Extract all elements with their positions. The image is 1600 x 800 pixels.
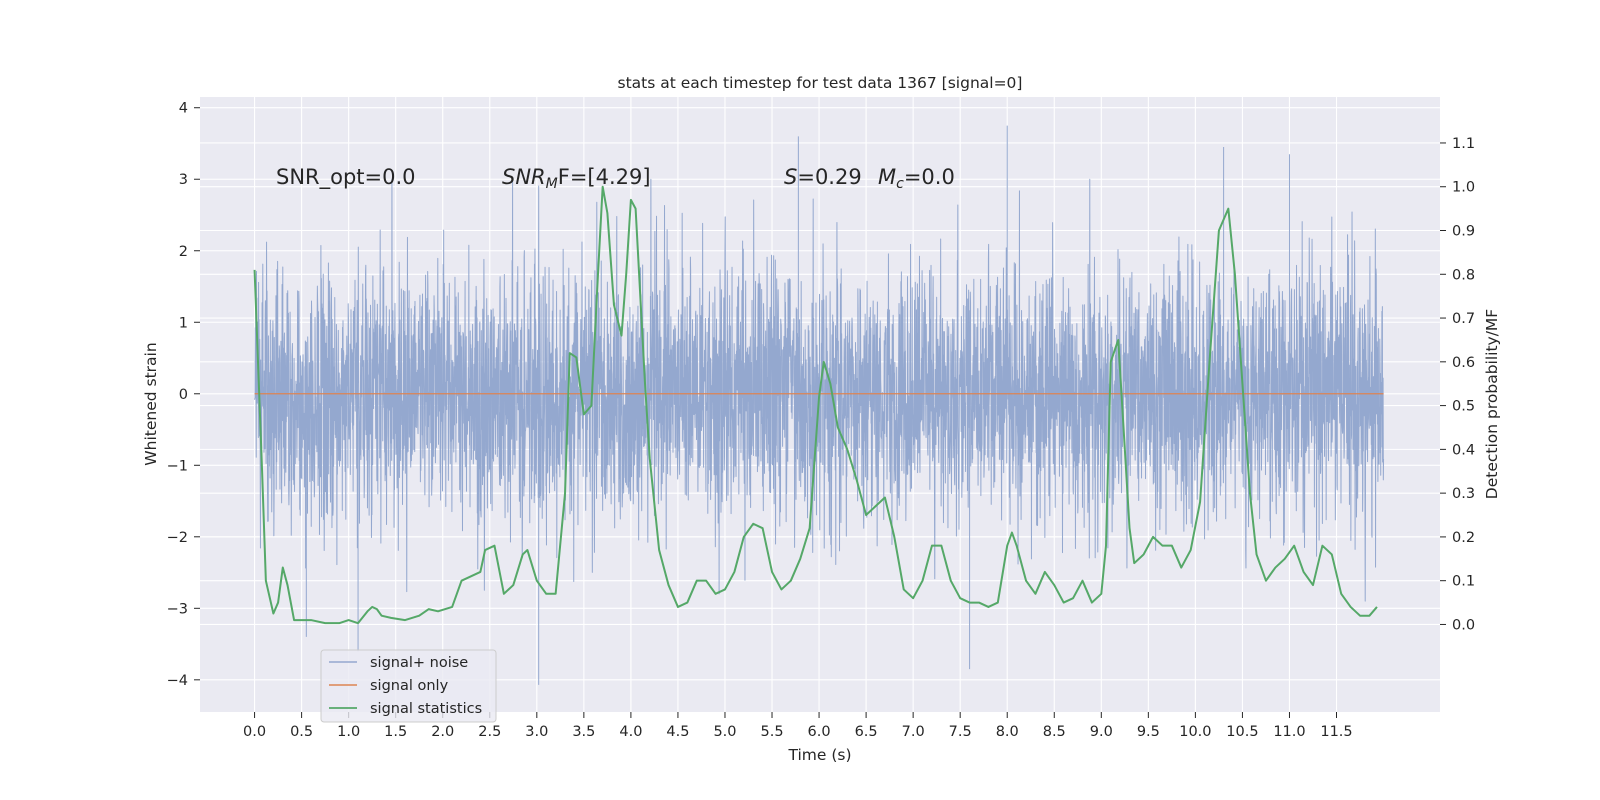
- y2-tick-label: 0.9: [1452, 224, 1475, 240]
- annotation-s-label: S: [784, 165, 797, 189]
- y2-tick-label: 0.1: [1452, 574, 1475, 590]
- legend-label-statistics: signal statistics: [370, 701, 482, 717]
- x-tick-label: 7.0: [902, 724, 925, 740]
- x-tick-label: 9.5: [1137, 724, 1160, 740]
- x-tick-label: 5.0: [713, 724, 736, 740]
- y2-tick-label: 1.1: [1452, 136, 1475, 152]
- annotation-s: S=0.29: [784, 165, 862, 189]
- y2-tick-label: 0.8: [1452, 267, 1475, 283]
- annotation-s-value: =0.29: [797, 165, 861, 189]
- x-tick-label: 3.0: [525, 724, 548, 740]
- y2-tick-label: 0.2: [1452, 530, 1475, 546]
- x-tick-label: 3.5: [572, 724, 595, 740]
- x-tick-label: 10.0: [1179, 724, 1211, 740]
- y2-axis-label: Detection probability/MF: [1483, 309, 1501, 500]
- x-tick-label: 1.5: [384, 724, 407, 740]
- x-tick-label: 0.5: [290, 724, 313, 740]
- annotation-mc-value: =0.0: [904, 165, 955, 189]
- y-tick-label: 1: [179, 315, 188, 331]
- x-tick-label: 6.0: [808, 724, 831, 740]
- y-tick-label: −2: [167, 530, 188, 546]
- y2-tick-label: 1.0: [1452, 180, 1475, 196]
- annotation-snr-mf-rest: F=[4.29]: [558, 165, 651, 189]
- annotation-snr-opt: SNR_opt=0.0: [276, 165, 416, 190]
- y-tick-label: −1: [167, 458, 188, 474]
- statistics-line: [253, 185, 1378, 625]
- x-tick-label: 1.0: [337, 724, 360, 740]
- x-tick-label: 6.5: [855, 724, 878, 740]
- y2-tick-label: 0.3: [1452, 486, 1475, 502]
- annotation-mc: Mc=0.0: [878, 165, 955, 192]
- x-tick-label: 5.5: [760, 724, 783, 740]
- y-tick-label: 4: [179, 101, 188, 117]
- x-tick-label: 0.0: [243, 724, 266, 740]
- y-tick-label: 0: [179, 387, 188, 403]
- chart-title: stats at each timestep for test data 136…: [618, 74, 1023, 92]
- y-tick-label: −3: [167, 601, 188, 617]
- noise-series: [254, 125, 1385, 685]
- x-tick-label: 2.0: [431, 724, 454, 740]
- x-tick-label: 8.5: [1043, 724, 1066, 740]
- noise-trace: [254, 125, 1385, 685]
- legend: signal+ noise signal only signal statist…: [320, 649, 497, 723]
- legend-label-noise: signal+ noise: [370, 655, 468, 671]
- statistics-series: [253, 185, 1378, 625]
- y-tick-label: 3: [179, 172, 188, 188]
- annotation-snr-mf-main: SNR: [502, 165, 546, 189]
- x-axis-ticks: 0.0 0.5 1.0 1.5 2.0 2.5 3.0 3.5 4.0 4.5 5.0 5.5 6.0 6…: [243, 712, 1353, 740]
- y-axis-ticks: −4 −3 −2 −1 0 1 2 3 4: [167, 101, 200, 689]
- x-tick-label: 4.5: [666, 724, 689, 740]
- x-tick-label: 4.0: [619, 724, 642, 740]
- y2-tick-label: 0.5: [1452, 399, 1475, 415]
- y-axis-label: Whitened strain: [142, 342, 160, 465]
- x-tick-label: 8.0: [996, 724, 1019, 740]
- y2-tick-label: 0.0: [1452, 617, 1475, 633]
- legend-label-signal-only: signal only: [370, 678, 449, 694]
- annotation-snr-mf: SNRMF=[4.29]: [502, 165, 651, 192]
- x-tick-label: 9.0: [1090, 724, 1113, 740]
- annotation-snr-mf-sub: M: [546, 176, 558, 192]
- y2-tick-label: 0.4: [1452, 442, 1475, 458]
- y-tick-label: −4: [167, 673, 188, 689]
- x-tick-label: 10.5: [1226, 724, 1258, 740]
- legend-box: [320, 649, 497, 723]
- y2-axis-ticks: 0.0 0.1 0.2 0.3 0.4 0.5 0.6 0.7 0.8 0.9 1.0 1.1: [1440, 136, 1475, 633]
- x-tick-label: 7.5: [949, 724, 972, 740]
- x-tick-label: 11.5: [1320, 724, 1352, 740]
- y-tick-label: 2: [179, 244, 188, 260]
- x-axis-label: Time (s): [787, 746, 851, 764]
- x-tick-label: 2.5: [478, 724, 501, 740]
- annotation-mc-main: M: [878, 165, 896, 189]
- y2-tick-label: 0.6: [1452, 355, 1475, 371]
- x-tick-label: 11.0: [1273, 724, 1305, 740]
- y2-tick-label: 0.7: [1452, 311, 1475, 327]
- annotation-mc-sub: c: [896, 176, 904, 192]
